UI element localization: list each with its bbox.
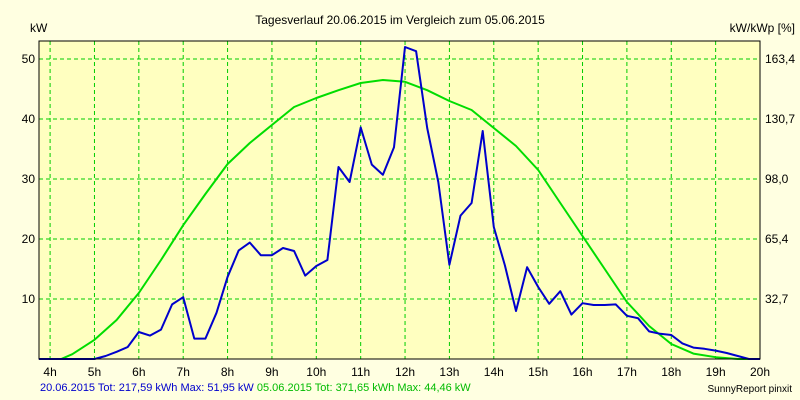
y-tick-label-left: 50 — [22, 52, 36, 66]
y-tick-label-left: 30 — [22, 172, 36, 186]
x-tick-label: 11h — [351, 365, 370, 379]
y-tick-label-right: 32,7 — [765, 292, 789, 306]
y-axis-label-left: kW — [30, 21, 48, 35]
chart-title: Tagesverlauf 20.06.2015 im Vergleich zum… — [255, 13, 545, 27]
x-tick-label: 17h — [617, 365, 637, 379]
x-tick-label: 14h — [484, 365, 504, 379]
footer-legend: 20.06.2015 Tot: 217,59 kWh Max: 51,95 kW… — [40, 382, 471, 394]
y-tick-label-left: 10 — [22, 292, 36, 306]
y-tick-label-right: 98,0 — [765, 172, 789, 186]
x-tick-label: 20h — [750, 365, 770, 379]
x-tick-label: 13h — [439, 365, 459, 379]
legend-series-2: 05.06.2015 Tot: 371,65 kWh Max: 44,46 kW — [256, 382, 471, 394]
legend-series-1: 20.06.2015 Tot: 217,59 kWh Max: 51,95 kW — [40, 382, 254, 394]
x-tick-label: 18h — [661, 365, 681, 379]
y-axis-label-right: kW/kWp [%] — [730, 21, 795, 35]
y-tick-label-left: 20 — [22, 232, 36, 246]
x-tick-label: 6h — [132, 365, 145, 379]
y-tick-label-left: 40 — [22, 112, 36, 126]
x-tick-label: 8h — [221, 365, 234, 379]
x-tick-label: 5h — [88, 365, 101, 379]
series-line-1 — [39, 46, 760, 360]
tick-labels: 4h 5h 6h 7h 8h 9h 10h 11h 12h 13h 14h 15h 16h 17h 18h 1… — [22, 52, 796, 379]
y-tick-label-right: 130,7 — [765, 112, 795, 126]
y-tick-label-right: 163,4 — [765, 52, 795, 66]
grid — [39, 41, 760, 359]
series-layer — [39, 46, 760, 360]
x-tick-label: 10h — [306, 365, 326, 379]
x-tick-label: 15h — [528, 365, 548, 379]
plot-frame — [38, 40, 761, 360]
y-tick-label-right: 65,4 — [765, 232, 789, 246]
x-tick-label: 4h — [43, 365, 56, 379]
x-tick-label: 12h — [395, 365, 415, 379]
x-tick-label: 16h — [573, 365, 593, 379]
x-tick-label: 9h — [265, 365, 278, 379]
credit-text: SunnyReport pinxit — [707, 384, 793, 395]
x-tick-label: 19h — [706, 365, 726, 379]
x-tick-label: 7h — [177, 365, 190, 379]
series-line-2 — [39, 79, 760, 360]
